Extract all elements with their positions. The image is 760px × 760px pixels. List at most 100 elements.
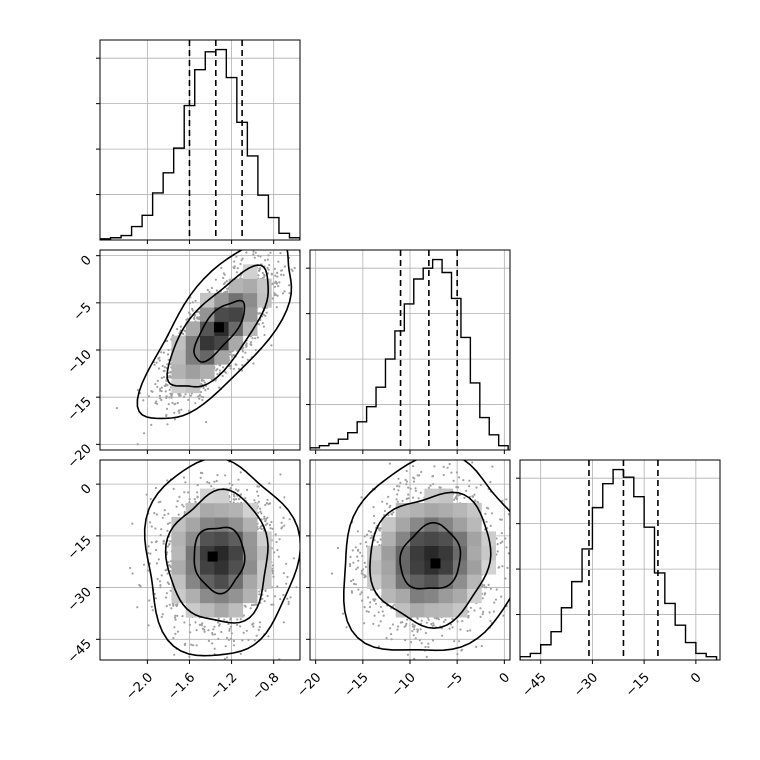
sample-point [155,361,158,364]
density-cell [200,574,215,589]
sample-point [247,638,250,642]
sample-point [236,623,239,627]
sample-point [206,288,209,292]
density-cell [242,588,258,604]
density-cell [185,545,201,561]
sample-point [196,491,199,494]
sample-point [131,572,134,575]
sample-point [205,421,208,424]
sample-point [262,276,266,279]
sample-point [252,362,255,365]
sample-point [229,625,232,628]
sample-point [159,500,162,503]
sample-point [286,575,289,579]
sample-point [216,621,220,624]
density-cell [200,364,215,379]
sample-point [166,353,170,356]
sample-point [115,407,118,410]
contour-level-0 [193,299,246,363]
sample-point [199,471,202,474]
sample-point [265,502,268,505]
sample-point [218,364,221,367]
sample-point [183,491,186,494]
sample-point [282,273,285,277]
sample-point [176,614,179,617]
sample-point [160,398,163,402]
sample-point [161,364,164,367]
sample-point [237,367,240,370]
sample-point [160,574,163,577]
sample-point [182,505,185,508]
sample-point [188,501,191,504]
sample-point [230,354,234,357]
sample-point [196,484,199,487]
sample-point [241,364,244,367]
sample-point [254,337,257,340]
sample-point [201,622,204,625]
sample-point [165,407,169,410]
sample-point [266,258,269,261]
sample-point [241,356,244,359]
sample-point [253,256,256,259]
sample-point [270,603,273,606]
histogram-step-line [310,258,509,450]
density-cell [214,307,229,322]
sample-point [244,351,247,354]
sample-point [257,485,260,488]
sample-point [276,585,279,588]
density-cell [171,560,186,575]
density-cell [228,292,244,308]
sample-point [170,396,173,399]
sample-point [257,274,260,277]
sample-point [145,493,148,496]
sample-point [268,502,272,505]
sample-point [278,281,281,284]
sample-point [273,285,277,288]
sample-point [218,369,222,372]
sample-point [250,341,253,344]
sample-point [283,265,286,268]
sample-point [217,637,220,641]
sample-point [213,480,216,483]
density-cell [214,545,229,561]
sample-point [173,626,176,629]
sample-point [264,503,267,507]
sample-point [259,507,262,510]
sample-point [257,323,261,326]
sample-point [163,366,166,369]
sample-point [264,314,267,317]
sample-point [263,600,266,603]
sample-point [184,481,187,484]
sample-point [269,251,272,254]
sample-point [177,513,180,516]
sample-point [235,498,238,501]
sample-point [211,642,214,645]
scatter-content [310,460,510,660]
sample-point [220,630,223,634]
scatter-content [100,250,300,450]
sample-point [194,621,197,624]
sample-point [239,625,242,628]
sample-point [129,566,132,570]
sample-point [228,353,231,356]
sample-point [202,396,205,399]
density-cell [200,602,215,618]
sample-point [279,273,283,276]
density-cell [185,364,201,379]
sample-point [170,607,173,610]
sample-point [150,423,153,426]
sample-point [279,473,282,476]
density-cell [214,531,229,546]
density-cell [242,574,258,589]
sample-point [266,498,269,501]
sample-point [167,512,170,515]
density-cell [242,517,258,532]
density-cell [242,307,258,322]
sample-point [257,500,260,503]
density-cell [185,517,201,532]
sample-point [155,513,158,516]
sample-point [163,509,166,512]
sample-point [168,543,171,546]
sample-point [252,253,255,256]
